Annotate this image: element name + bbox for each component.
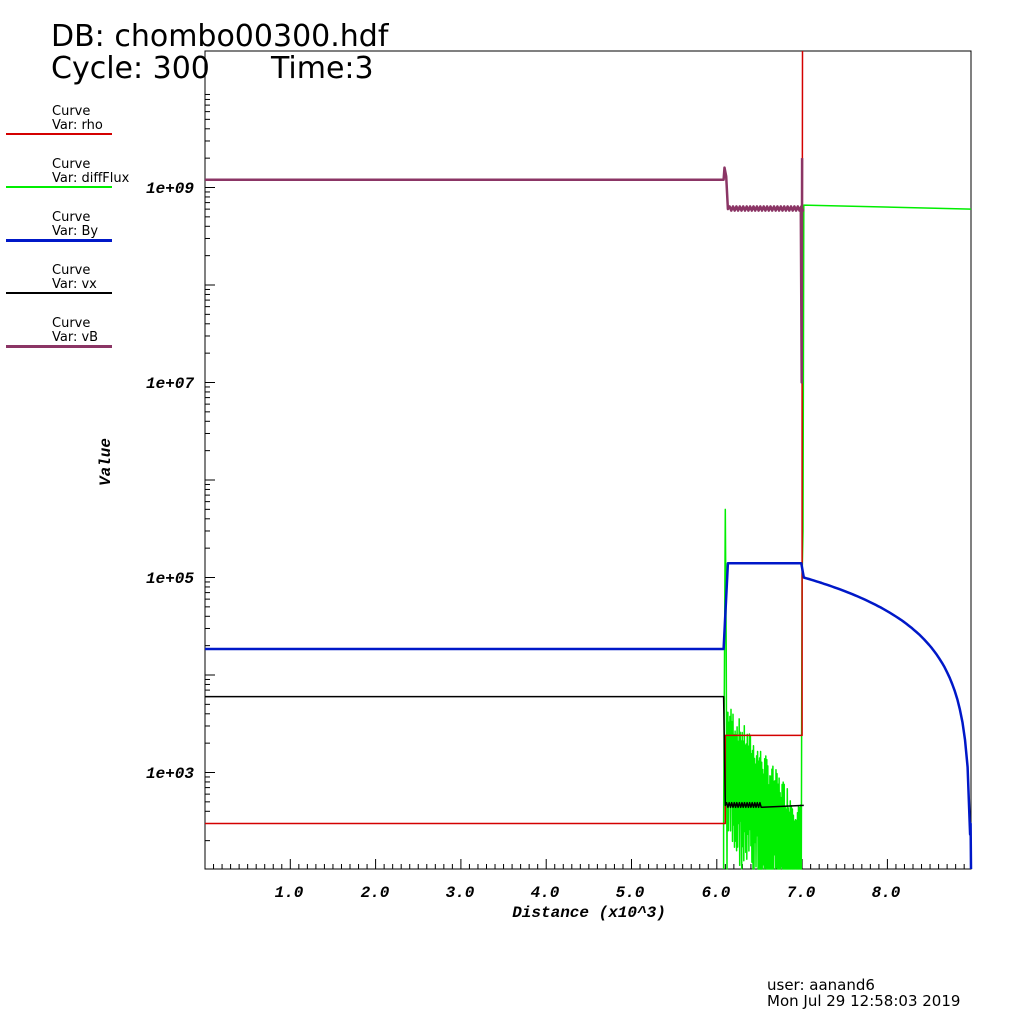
legend-var-label: Var: rho <box>52 118 103 133</box>
series-vb-line <box>205 158 805 384</box>
legend-entry-vx: Curve Var: vx <box>6 264 112 304</box>
x-axis-title: Distance (x10^3) <box>512 904 666 922</box>
series-vx-line <box>205 695 804 809</box>
legend-curve-label: Curve <box>52 316 91 331</box>
x-tick-label: 6.0 <box>702 884 731 902</box>
x-tick-label: 5.0 <box>616 884 645 902</box>
legend-swatch <box>6 186 112 188</box>
legend-swatch <box>6 133 112 135</box>
x-minor-ticks <box>213 859 965 869</box>
cycle-time-line: Cycle: 300 Time:3 <box>51 51 374 86</box>
x-tick-label: 3.0 <box>446 884 475 902</box>
x-tick-label: 1.0 <box>275 884 304 902</box>
y-axis-title: Value <box>97 438 115 486</box>
x-tick-label: 4.0 <box>531 884 560 902</box>
legend-curve-label: Curve <box>52 104 91 119</box>
legend-curve-label: Curve <box>52 210 91 225</box>
timestamp-label: Mon Jul 29 12:58:03 2019 <box>767 992 961 1010</box>
database-title: DB: chombo00300.hdf <box>51 19 389 54</box>
x-tick-label: 2.0 <box>361 884 390 902</box>
cycle-label: Cycle: 300 <box>51 51 210 86</box>
legend-entry-diffflux: Curve Var: diffFlux <box>6 157 129 198</box>
legend-var-label: Var: By <box>52 224 99 239</box>
legend-curve-label: Curve <box>52 263 91 278</box>
series-diffflux-line <box>722 204 972 870</box>
legend-swatch <box>6 292 112 294</box>
legend-var-label: Var: vB <box>52 330 99 345</box>
legend-entry-by: Curve Var: By <box>6 211 112 251</box>
legend-var-label: Var: diffFlux <box>52 171 130 186</box>
time-label: Time:3 <box>271 51 374 86</box>
x-tick-label: 7.0 <box>787 884 816 902</box>
legend-curve-label: Curve <box>52 157 91 172</box>
y-minor-ticks <box>205 93 215 842</box>
x-tick-label: 8.0 <box>872 884 901 902</box>
y-tick-label: 1e+03 <box>146 765 194 783</box>
legend-entry-rho: Curve Var: rho <box>6 105 112 145</box>
series-layer <box>205 50 973 870</box>
legend-entry-vb: Curve Var: vB <box>6 317 112 357</box>
plot-frame <box>204 50 972 870</box>
user-label: user: aanand6 <box>767 976 875 994</box>
series-by-line <box>205 562 973 870</box>
series-rho-line <box>205 50 804 825</box>
legend-swatch <box>6 345 112 348</box>
y-tick-label: 1e+09 <box>146 180 194 198</box>
legend-swatch <box>6 239 112 242</box>
y-tick-label: 1e+05 <box>146 570 194 588</box>
legend-var-label: Var: vx <box>52 277 97 292</box>
y-tick-label: 1e+07 <box>146 375 194 393</box>
